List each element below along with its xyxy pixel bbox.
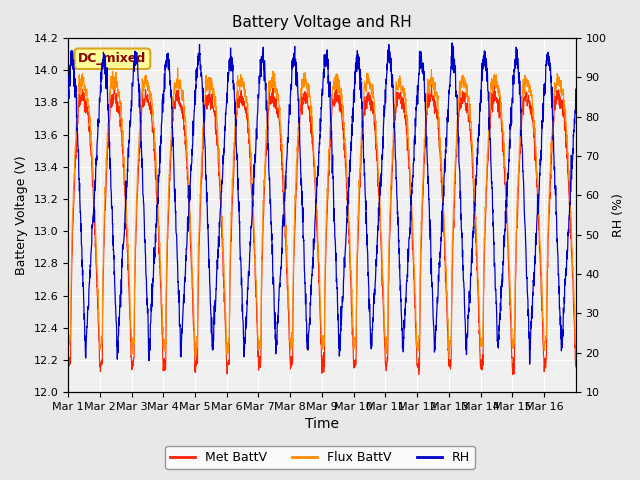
Y-axis label: RH (%): RH (%): [612, 193, 625, 237]
Text: DC_mixed: DC_mixed: [78, 52, 147, 65]
Legend: Met BattV, Flux BattV, RH: Met BattV, Flux BattV, RH: [165, 446, 475, 469]
X-axis label: Time: Time: [305, 418, 339, 432]
Title: Battery Voltage and RH: Battery Voltage and RH: [232, 15, 412, 30]
Y-axis label: Battery Voltage (V): Battery Voltage (V): [15, 156, 28, 275]
